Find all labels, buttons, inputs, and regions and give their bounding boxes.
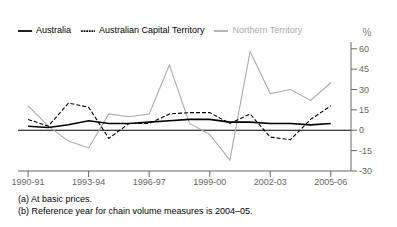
svg-text:30: 30 bbox=[359, 85, 369, 95]
svg-text:60: 60 bbox=[359, 44, 369, 54]
svg-text:-15: -15 bbox=[359, 146, 372, 156]
svg-text:-30: -30 bbox=[359, 166, 372, 176]
svg-text:15: 15 bbox=[359, 105, 369, 115]
html-text:Australian Capital Territory: Australian Capital Territory bbox=[99, 25, 205, 36]
svg-text:45: 45 bbox=[359, 64, 369, 74]
svg-text:1996-97: 1996-97 bbox=[133, 177, 166, 187]
html-text:(b) Reference year for chain v: (b) Reference year for chain volume meas… bbox=[18, 206, 253, 216]
svg-text:1990-91: 1990-91 bbox=[12, 177, 45, 187]
svg-text:1993-94: 1993-94 bbox=[72, 177, 105, 187]
svg-text:0: 0 bbox=[359, 125, 364, 135]
svg-text:%: % bbox=[363, 27, 372, 38]
svg-text:1999-00: 1999-00 bbox=[193, 177, 226, 187]
svg-text:2005-06: 2005-06 bbox=[314, 177, 347, 187]
html-text:Australia: Australia bbox=[36, 25, 71, 36]
svg-text:2002-03: 2002-03 bbox=[254, 177, 287, 187]
html-text:(a) At basic prices.: (a) At basic prices. bbox=[18, 194, 92, 204]
html-text:Northern Territory: Northern Territory bbox=[232, 25, 303, 36]
